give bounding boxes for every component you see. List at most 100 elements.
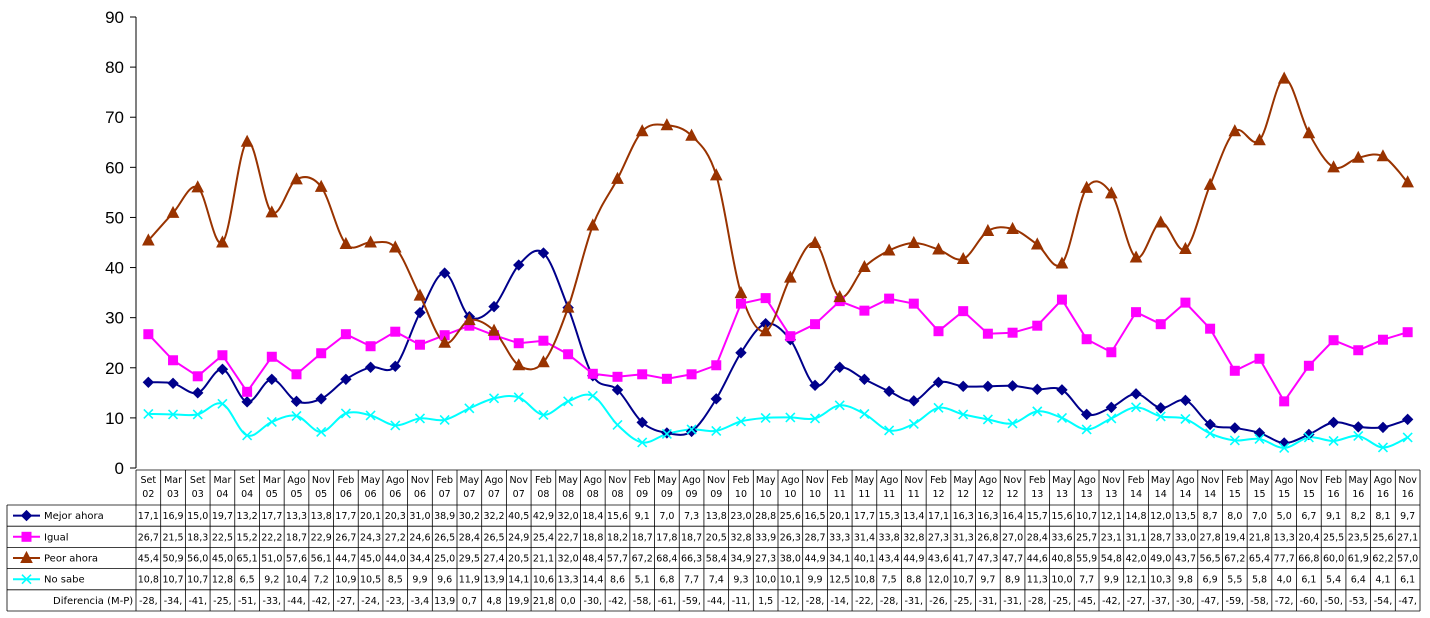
series-3-point xyxy=(1279,442,1290,454)
series-2-point xyxy=(882,243,896,256)
table-cell-value: 7,7 xyxy=(1079,575,1094,586)
table-cell-value: 23,0 xyxy=(730,511,751,522)
category-label: 02 xyxy=(142,489,154,500)
table-cell-value: 16,4 xyxy=(1002,511,1023,522)
category-label: May xyxy=(855,475,875,486)
category-label: May xyxy=(657,475,677,486)
table-cell-value: 21,1 xyxy=(533,554,554,565)
table-cell-value: 10,0 xyxy=(1051,575,1072,586)
series-2-point xyxy=(191,180,205,193)
table-cell-value: 51,0 xyxy=(261,554,282,565)
category-label: 14 xyxy=(1179,489,1191,500)
series-2-point xyxy=(759,324,772,337)
category-label: 13 xyxy=(1081,489,1093,500)
category-label: 05 xyxy=(266,489,278,500)
table-cell-value: 13,8 xyxy=(706,511,727,522)
category-label: Ago xyxy=(781,475,800,486)
category-label: Nov xyxy=(411,475,430,486)
series-1-point xyxy=(1402,327,1413,338)
table-cell-value: 11,9 xyxy=(459,575,480,586)
category-label: 09 xyxy=(686,489,698,500)
series-3-point xyxy=(1032,406,1043,417)
category-label: 10 xyxy=(809,489,821,500)
series-0-point xyxy=(537,247,550,259)
series-3-point xyxy=(563,396,574,407)
series-0-point xyxy=(241,396,253,408)
table-cell-value: -25, xyxy=(1053,596,1072,607)
series-2-point xyxy=(1030,237,1044,250)
table-cell-value: 16,9 xyxy=(162,511,183,522)
category-label: 15 xyxy=(1303,489,1315,500)
category-label: 16 xyxy=(1328,489,1340,500)
table-cell-value: 9,8 xyxy=(1178,575,1193,586)
series-3-point xyxy=(735,416,747,427)
table-cell-value: 9,1 xyxy=(1326,511,1341,522)
series-3-point xyxy=(884,425,895,436)
table-cell-value: 21,8 xyxy=(533,596,554,607)
table-cell-value: 7,4 xyxy=(709,575,724,586)
series-0-point xyxy=(167,377,179,390)
table-cell-value: 31,4 xyxy=(854,532,875,543)
table-cell-value: 13,9 xyxy=(483,575,504,586)
category-label: 12 xyxy=(982,489,994,500)
series-3-point xyxy=(1402,432,1413,443)
series-1-point xyxy=(1081,334,1092,345)
series-2-point xyxy=(265,205,279,218)
table-cell-value: 4,1 xyxy=(1375,575,1390,586)
table-cell-value: 8,7 xyxy=(1203,511,1218,522)
series-0-point xyxy=(1056,384,1068,396)
series-3-point xyxy=(192,409,203,420)
series-3-point xyxy=(587,390,598,401)
series-1-point xyxy=(1353,345,1364,356)
category-label: 16 xyxy=(1377,489,1389,500)
series-3-point xyxy=(390,420,401,431)
legend-series-name: Peor ahora xyxy=(44,554,98,565)
series-2-point xyxy=(981,223,995,236)
series-lines xyxy=(147,77,1409,449)
category-label: 16 xyxy=(1352,489,1364,500)
category-label: Nov xyxy=(905,475,924,486)
table-cell-value: 10,4 xyxy=(286,575,307,586)
table-cell-value: -51, xyxy=(238,596,257,607)
series-3-point xyxy=(513,392,524,403)
table-cell-value: 56,0 xyxy=(187,554,208,565)
table-cell-value: 15,0 xyxy=(187,511,208,522)
category-label: Nov xyxy=(806,475,825,486)
series-2-point xyxy=(907,235,921,249)
category-label: 06 xyxy=(365,489,377,500)
table-cell-value: 6,1 xyxy=(1301,575,1316,586)
table-cell-value: 22,2 xyxy=(261,532,282,543)
series-0-point xyxy=(389,360,401,372)
table-cell-value: 7,3 xyxy=(684,511,699,522)
series-1-point xyxy=(1279,396,1290,407)
series-0-point xyxy=(1105,401,1118,414)
series-3-point xyxy=(933,402,944,413)
series-0-point xyxy=(908,395,920,407)
table-cell-value: 55,9 xyxy=(1076,554,1097,565)
table-cell-value: 57,6 xyxy=(286,554,307,565)
table-cell-value: -31, xyxy=(905,596,924,607)
series-1-point xyxy=(884,293,895,304)
series-1-point xyxy=(217,350,228,361)
series-1-point xyxy=(390,326,401,337)
category-label: Feb xyxy=(930,475,947,486)
series-1-point xyxy=(908,298,919,309)
series-3-point xyxy=(266,416,277,427)
table-cell-value: 25,5 xyxy=(1323,532,1344,543)
table-cell-value: 22,7 xyxy=(558,532,579,543)
table-cell-value: 43,6 xyxy=(928,554,949,565)
table-cell-value: 10,5 xyxy=(360,575,381,586)
series-3-point xyxy=(217,398,228,409)
table-cell-value: 16,3 xyxy=(977,511,998,522)
table-cell-value: -45, xyxy=(1077,596,1096,607)
category-label: Ago xyxy=(979,475,998,486)
table-cell-value: 28,7 xyxy=(804,532,825,543)
category-label: Nov xyxy=(509,475,528,486)
legend-key-marker xyxy=(21,574,32,585)
table-cell-value: -24, xyxy=(361,596,380,607)
series-2-point xyxy=(1006,221,1019,234)
series-1-point xyxy=(1180,297,1191,308)
table-cell-value: 68,4 xyxy=(656,554,677,565)
category-label: Mar xyxy=(213,475,231,486)
category-label: Ago xyxy=(1374,475,1393,486)
